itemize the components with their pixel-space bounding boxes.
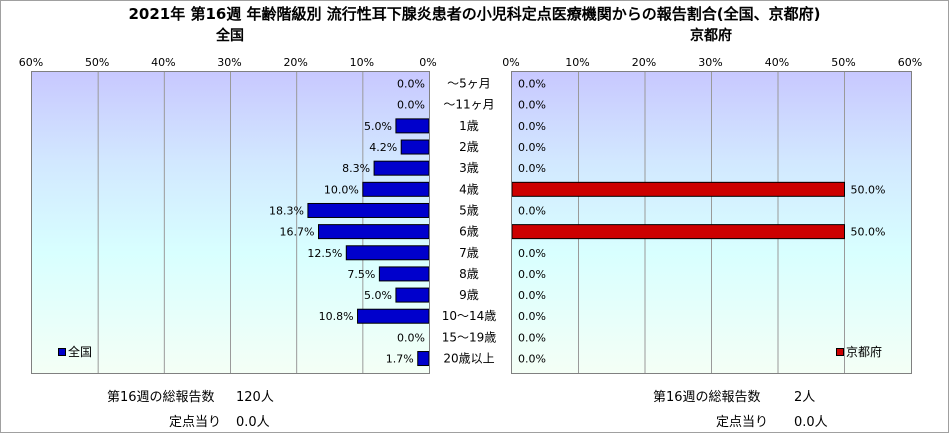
national-total-value: 120人: [236, 390, 274, 405]
left-x-tick-label: 0%: [419, 56, 436, 69]
left-bar-chart: 0.0% 0.0% 5.0% 4.2% 8.3% 10.0% 18.3% 16.7% 12.5%…: [97, 72, 429, 373]
right-value-label: 0.0%: [518, 120, 546, 133]
left-bar: [378, 266, 429, 282]
right-bar: [512, 224, 845, 240]
left-value-label: 16.7%: [280, 226, 315, 239]
left-bar: [417, 351, 429, 367]
right-value-label: 0.0%: [518, 99, 546, 112]
national-total-label: 第16週の総報告数: [107, 390, 215, 405]
right-panel-title: 京都府: [690, 28, 732, 44]
right-value-label: 0.0%: [518, 353, 546, 366]
left-legend-swatch: [58, 347, 66, 356]
national-per-label: 定点当り: [169, 415, 222, 430]
national-per-value: 0.0人: [236, 415, 270, 430]
left-value-label: 5.0%: [364, 120, 392, 133]
category-label: 1歳: [459, 119, 479, 133]
left-value-label: 8.3%: [342, 162, 370, 175]
right-value-label: 0.0%: [518, 310, 546, 323]
right-value-label: 0.0%: [518, 247, 546, 260]
right-x-tick-label: 20%: [632, 56, 656, 69]
category-label: ～11ヶ月: [443, 98, 494, 112]
left-bar: [357, 308, 429, 324]
chart-title: 2021年 第16週 年齢階級別 流行性耳下腺炎患者の小児科定点医療機関からの報…: [128, 5, 821, 23]
left-bar: [307, 202, 429, 218]
right-value-label: 0.0%: [518, 141, 546, 154]
kyoto-per-value: 0.0人: [794, 415, 828, 430]
left-value-label: 4.2%: [369, 141, 397, 154]
category-label: 15～19歳: [442, 330, 497, 344]
left-legend: 全国: [58, 343, 92, 360]
right-value-label: 0.0%: [518, 289, 546, 302]
left-value-label: 10.8%: [319, 310, 354, 323]
category-label: 7歳: [459, 246, 479, 260]
left-value-label: 5.0%: [364, 289, 392, 302]
left-x-tick-label: 30%: [217, 56, 241, 69]
right-x-tick-label: 30%: [698, 56, 722, 69]
left-value-label: 18.3%: [269, 204, 304, 217]
left-x-tick-label: 50%: [85, 56, 109, 69]
right-value-label: 0.0%: [518, 204, 546, 217]
category-label: 5歳: [459, 203, 479, 217]
left-x-tick-label: 40%: [151, 56, 175, 69]
left-panel-title: 全国: [216, 28, 244, 44]
right-legend-swatch: [836, 347, 844, 356]
right-x-tick-label: 50%: [831, 56, 855, 69]
right-value-label: 0.0%: [518, 268, 546, 281]
right-x-tick-label: 40%: [765, 56, 789, 69]
right-legend-label: 京都府: [846, 345, 883, 359]
left-value-label: 0.0%: [397, 99, 425, 112]
category-label: 6歳: [459, 225, 479, 239]
right-legend: 京都府: [836, 343, 882, 360]
right-x-tick-label: 60%: [898, 56, 922, 69]
left-bar: [373, 160, 429, 176]
right-bar: [512, 181, 845, 197]
category-label: 10～14歳: [442, 309, 497, 323]
left-value-label: 1.7%: [386, 353, 414, 366]
right-value-label: 0.0%: [518, 78, 546, 91]
left-x-tick-label: 60%: [19, 56, 43, 69]
left-value-label: 0.0%: [397, 78, 425, 91]
left-x-tick-label: 10%: [350, 56, 374, 69]
kyoto-per-label: 定点当り: [716, 415, 769, 430]
right-plot-area: 0.0% 0.0% 0.0% 0.0% 0.0% 50.0% 0.0% 50.0% 0.0% 0.…: [511, 71, 912, 374]
left-plot-area: 0.0% 0.0% 5.0% 4.2% 8.3% 10.0% 18.3% 16.7% 12.5%…: [31, 71, 430, 374]
left-legend-label: 全国: [68, 345, 93, 359]
left-value-label: 10.0%: [324, 183, 359, 196]
left-x-tick-label: 20%: [283, 56, 307, 69]
kyoto-total-label: 第16週の総報告数: [653, 390, 761, 405]
right-value-label: 50.0%: [851, 183, 886, 196]
right-bar-chart: 0.0% 0.0% 0.0% 0.0% 0.0% 50.0% 0.0% 50.0% 0.0% 0.…: [512, 72, 886, 373]
kyoto-total-value: 2人: [794, 390, 816, 405]
left-value-label: 7.5%: [347, 268, 375, 281]
category-label: 9歳: [459, 288, 479, 302]
right-x-tick-label: 10%: [565, 56, 589, 69]
left-value-label: 0.0%: [397, 331, 425, 344]
left-bar: [362, 181, 429, 197]
right-value-label: 0.0%: [518, 162, 546, 175]
category-label: 4歳: [459, 182, 479, 196]
category-label: 8歳: [459, 267, 479, 281]
left-bar: [318, 224, 429, 240]
right-value-label: 0.0%: [518, 331, 546, 344]
category-label: ～5ヶ月: [447, 77, 491, 91]
left-value-label: 12.5%: [307, 247, 342, 260]
category-label: 2歳: [459, 140, 479, 154]
category-label: 20歳以上: [443, 352, 494, 366]
right-value-label: 50.0%: [851, 226, 886, 239]
category-label: 3歳: [459, 161, 479, 175]
right-x-tick-label: 0%: [502, 56, 519, 69]
